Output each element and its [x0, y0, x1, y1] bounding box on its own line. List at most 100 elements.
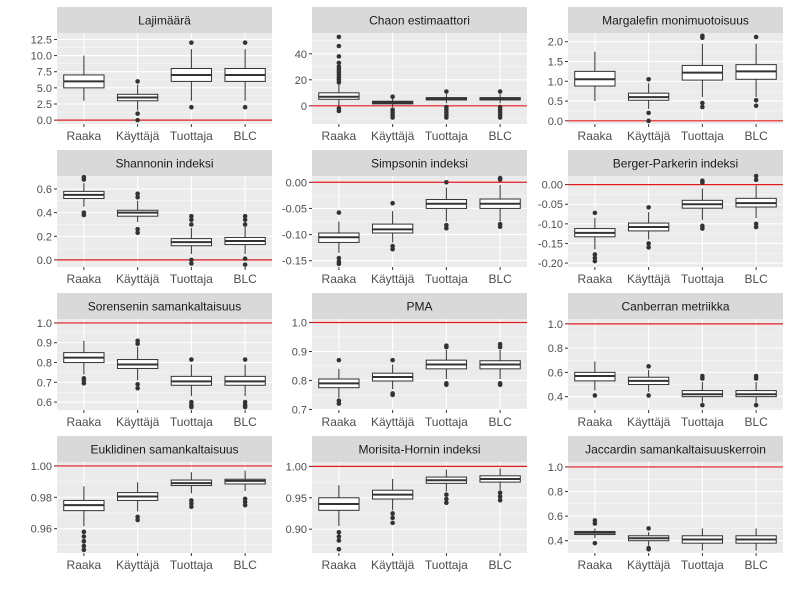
- x-tick-label: Raaka: [67, 272, 102, 286]
- outlier-point: [242, 262, 248, 267]
- outlier-point: [497, 382, 503, 388]
- panel-strip: [568, 150, 783, 176]
- plot-background: [57, 319, 272, 410]
- outlier-point: [189, 404, 194, 410]
- boxplot-käyttäjä: [627, 205, 670, 250]
- boxplot-tuottaja: [425, 343, 468, 388]
- outlier-point: [135, 338, 140, 344]
- outlier-point: [592, 518, 598, 523]
- outlier-point: [81, 547, 87, 553]
- plot-background: [568, 176, 783, 267]
- outlier-point: [497, 175, 503, 181]
- boxplot-raaka: [318, 485, 360, 552]
- panel-10: Euklidinen samankaltaisuus 0.96 0.98 1.00 Ra…: [31, 436, 272, 572]
- y-tick-label: 0.7: [37, 377, 52, 389]
- y-tick-label: -0.20: [538, 258, 563, 270]
- outlier-point: [700, 104, 705, 110]
- outlier-point: [189, 104, 194, 110]
- boxplot-raaka: [574, 361, 616, 398]
- y-tick-label: 2.5: [37, 99, 52, 111]
- outlier-point: [336, 43, 342, 49]
- outlier-point: [444, 225, 449, 231]
- outlier-point: [242, 217, 248, 223]
- outlier-point: [189, 213, 194, 219]
- boxplot-käyttäjä: [116, 191, 159, 236]
- y-tick-label: 0.4: [548, 392, 563, 404]
- outlier-point: [646, 110, 651, 116]
- panel-2: Chaon estimaattori 0 20 40 Raaka Käyttäjä Tuot…: [295, 7, 527, 143]
- y-tick-label: 0.8: [37, 358, 52, 370]
- x-tick-label: Raaka: [322, 558, 357, 572]
- boxplot-käyttäjä: [627, 76, 670, 124]
- outlier-point: [242, 404, 248, 410]
- y-tick-label: 0.90: [286, 524, 307, 536]
- outlier-point: [753, 173, 759, 179]
- outlier-point: [336, 60, 342, 66]
- outlier-point: [753, 224, 759, 230]
- outlier-point: [390, 200, 395, 206]
- x-tick-label: BLC: [488, 272, 512, 286]
- y-tick-label: 2.0: [548, 37, 563, 49]
- boxplot-blc: [479, 468, 521, 503]
- y-tick-label: 1.0: [292, 317, 307, 329]
- y-tick-label: 0.9: [37, 338, 52, 350]
- y-tick-label: 1.00: [31, 461, 52, 473]
- outlier-point: [497, 224, 503, 230]
- x-tick-label: Tuottaja: [170, 272, 213, 286]
- outlier-point: [497, 490, 503, 496]
- outlier-point: [444, 115, 449, 120]
- boxplot-raaka: [574, 51, 616, 102]
- outlier-point: [753, 103, 759, 109]
- outlier-point: [497, 494, 503, 499]
- x-tick-label: Käyttäjä: [371, 129, 415, 143]
- boxplot-käyttäjä: [371, 94, 414, 120]
- outlier-point: [336, 534, 342, 539]
- y-tick-label: 40: [295, 49, 307, 61]
- panel-title: Margalefin monimuotoisuus: [602, 14, 749, 28]
- outlier-point: [646, 118, 651, 124]
- outlier-point: [753, 34, 759, 40]
- panel-1: Lajimäärä 0.0 2.5 5.0 7.5 10.0 12.5 Raaka Käyttä…: [31, 7, 272, 143]
- y-tick-label: 0.0: [37, 115, 52, 127]
- boxplot-raaka: [574, 518, 616, 546]
- boxplot-raaka: [63, 174, 105, 218]
- boxplot-tuottaja: [170, 472, 213, 510]
- outlier-point: [646, 76, 651, 82]
- outlier-point: [242, 104, 248, 110]
- panel-strip: [568, 436, 783, 462]
- boxplot-tuottaja: [425, 469, 468, 506]
- outlier-point: [444, 89, 449, 94]
- outlier-point: [189, 222, 194, 227]
- outlier-point: [135, 385, 140, 391]
- outlier-point: [242, 502, 248, 508]
- panel-4: Shannonin indeksi 0.0 0.2 0.4 0.6 Raaka Käyttä…: [37, 150, 272, 286]
- outlier-point: [336, 357, 342, 363]
- outlier-point: [390, 94, 395, 99]
- outlier-point: [497, 89, 503, 94]
- boxplot-tuottaja: [170, 357, 213, 410]
- y-tick-label: 1.5: [548, 56, 563, 68]
- outlier-point: [81, 380, 87, 386]
- boxplot-blc: [735, 34, 777, 109]
- outlier-point: [497, 115, 503, 120]
- y-tick-label: 0.2: [37, 231, 52, 243]
- boxplot-käyttäjä: [116, 338, 159, 391]
- panel-title: Canberran metriikka: [621, 300, 729, 314]
- boxplot-käyttäjä: [116, 482, 159, 523]
- x-tick-label: Tuottaja: [170, 415, 213, 429]
- panel-strip: [312, 436, 527, 462]
- x-tick-label: Käyttäjä: [627, 129, 671, 143]
- x-tick-label: BLC: [744, 558, 768, 572]
- y-tick-label: 1.0: [37, 318, 52, 330]
- outlier-point: [753, 97, 759, 103]
- x-tick-label: Tuottaja: [681, 129, 724, 143]
- boxplot-raaka: [63, 340, 105, 386]
- panel-strip: [57, 436, 272, 462]
- boxplot-käyttäjä: [371, 200, 414, 252]
- outlier-point: [336, 401, 342, 406]
- y-tick-label: 0.00: [542, 180, 563, 192]
- panel-strip: [312, 150, 527, 176]
- y-tick-label: 1.00: [286, 461, 307, 473]
- boxplot-raaka: [318, 34, 360, 114]
- y-tick-label: 0.9: [292, 346, 307, 358]
